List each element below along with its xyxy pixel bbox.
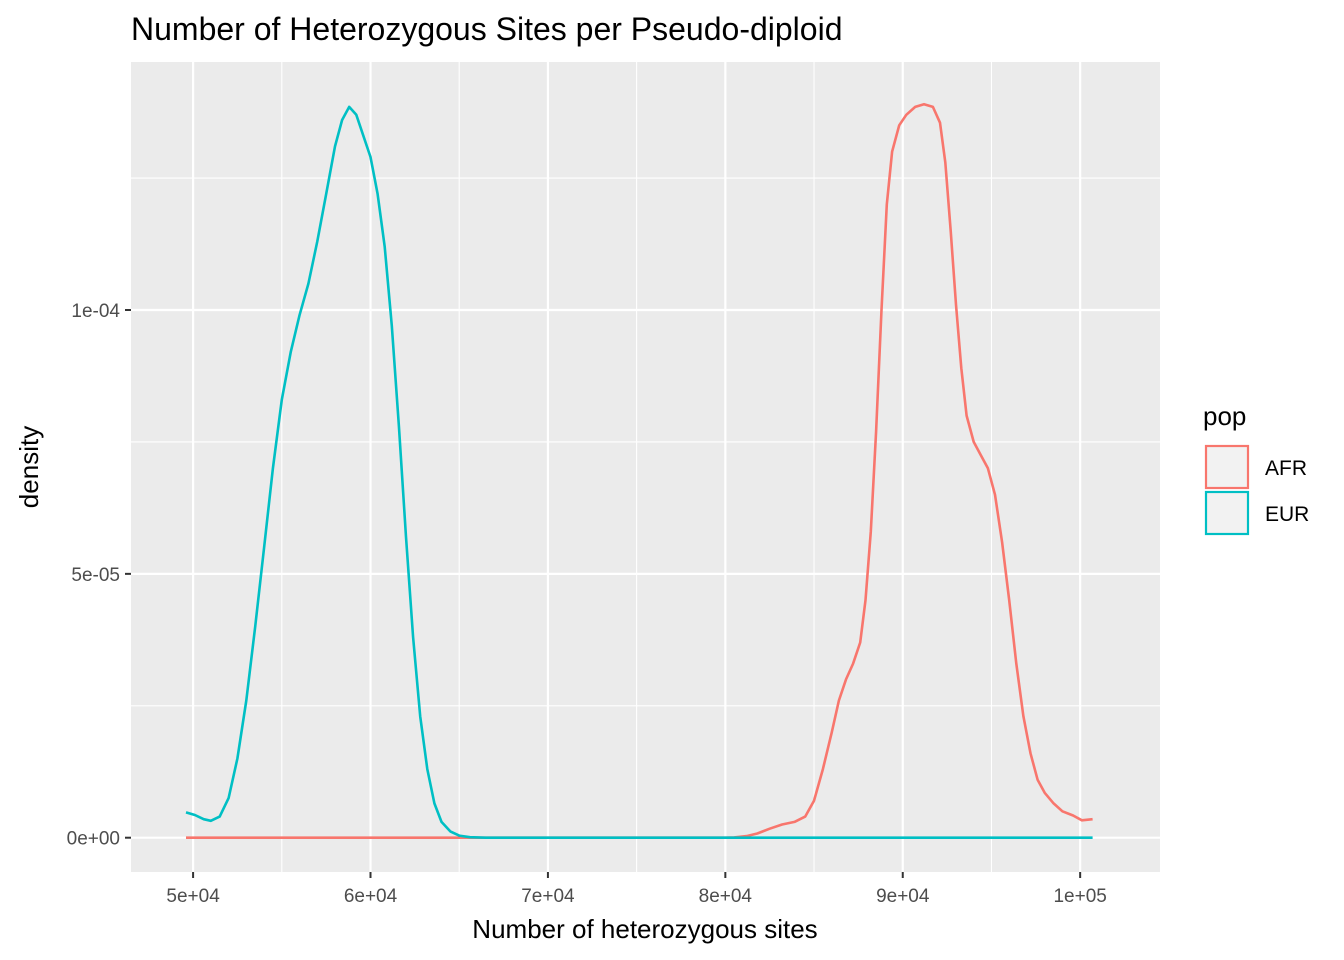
y-tick-label: 0e+00 [67,829,120,850]
y-tick-label: 1e-04 [71,301,120,322]
chart-title: Number of Heterozygous Sites per Pseudo-… [131,11,842,47]
legend-item-afr: AFR [1204,444,1307,490]
series-line-afr [186,102,1093,839]
x-axis: 5e+04 6e+04 7e+04 8e+04 9e+04 1e+05 [166,872,1107,907]
x-tick-label: 8e+04 [699,886,753,907]
legend-title: pop [1203,401,1246,431]
legend-key-afr [1204,444,1250,490]
legend-label-afr: AFR [1265,457,1307,480]
legend-label-eur: EUR [1265,503,1309,526]
x-tick-label: 6e+04 [344,886,398,907]
x-tick-label: 7e+04 [521,886,575,907]
x-axis-title: Number of heterozygous sites [472,914,817,944]
y-tick-label: 5e-05 [71,565,120,586]
series-lines [185,102,1093,839]
x-tick-label: 1e+05 [1053,886,1106,907]
legend: pop AFR EUR [1203,401,1309,536]
series-line-eur [185,105,1093,839]
y-axis-title: density [14,426,44,508]
legend-key-eur [1204,490,1250,536]
plot-panel [131,62,1160,872]
x-tick-label: 5e+04 [166,886,220,907]
y-axis: 0e+00 5e-05 1e-04 [67,301,131,850]
grid-minor [131,62,1160,872]
legend-item-eur: EUR [1204,490,1309,536]
x-tick-label: 9e+04 [876,886,930,907]
